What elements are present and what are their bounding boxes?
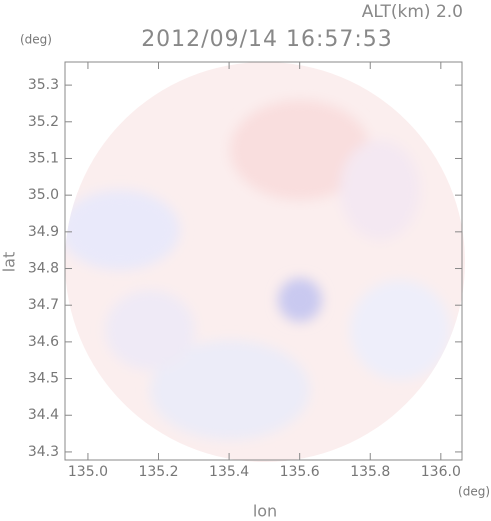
chart-title: 2012/09/14 16:57:53 <box>141 27 393 52</box>
x-tick-label: 135.2 <box>138 464 178 480</box>
x-tick-label: 135.8 <box>350 464 390 480</box>
x-tick-label: 135.0 <box>68 464 108 480</box>
x-tick-label: 135.6 <box>280 464 320 480</box>
x-axis-label: lon <box>253 502 277 521</box>
x-tick-label: 136.0 <box>421 464 461 480</box>
y-tick-label: 34.7 <box>28 297 59 313</box>
y-tick-label: 34.8 <box>28 261 59 277</box>
x-unit: (deg) <box>458 485 490 499</box>
y-tick-label: 35.2 <box>28 114 59 130</box>
plot-frame <box>64 61 463 461</box>
x-tick-label: 135.4 <box>209 464 249 480</box>
y-tick-label: 34.4 <box>28 407 59 423</box>
y-unit: (deg) <box>20 33 52 47</box>
y-tick-label: 34.9 <box>28 224 59 240</box>
altitude-label: ALT(km) 2.0 <box>362 2 463 22</box>
radar-field <box>65 62 465 462</box>
y-tick-label: 34.3 <box>28 444 59 460</box>
y-tick-label: 34.6 <box>28 334 59 350</box>
y-tick-label: 34.5 <box>28 371 59 387</box>
y-tick-label: 35.0 <box>28 187 59 203</box>
y-tick-label: 35.3 <box>28 77 59 93</box>
y-axis-label: lat <box>0 252 19 273</box>
y-tick-label: 35.1 <box>28 150 59 166</box>
